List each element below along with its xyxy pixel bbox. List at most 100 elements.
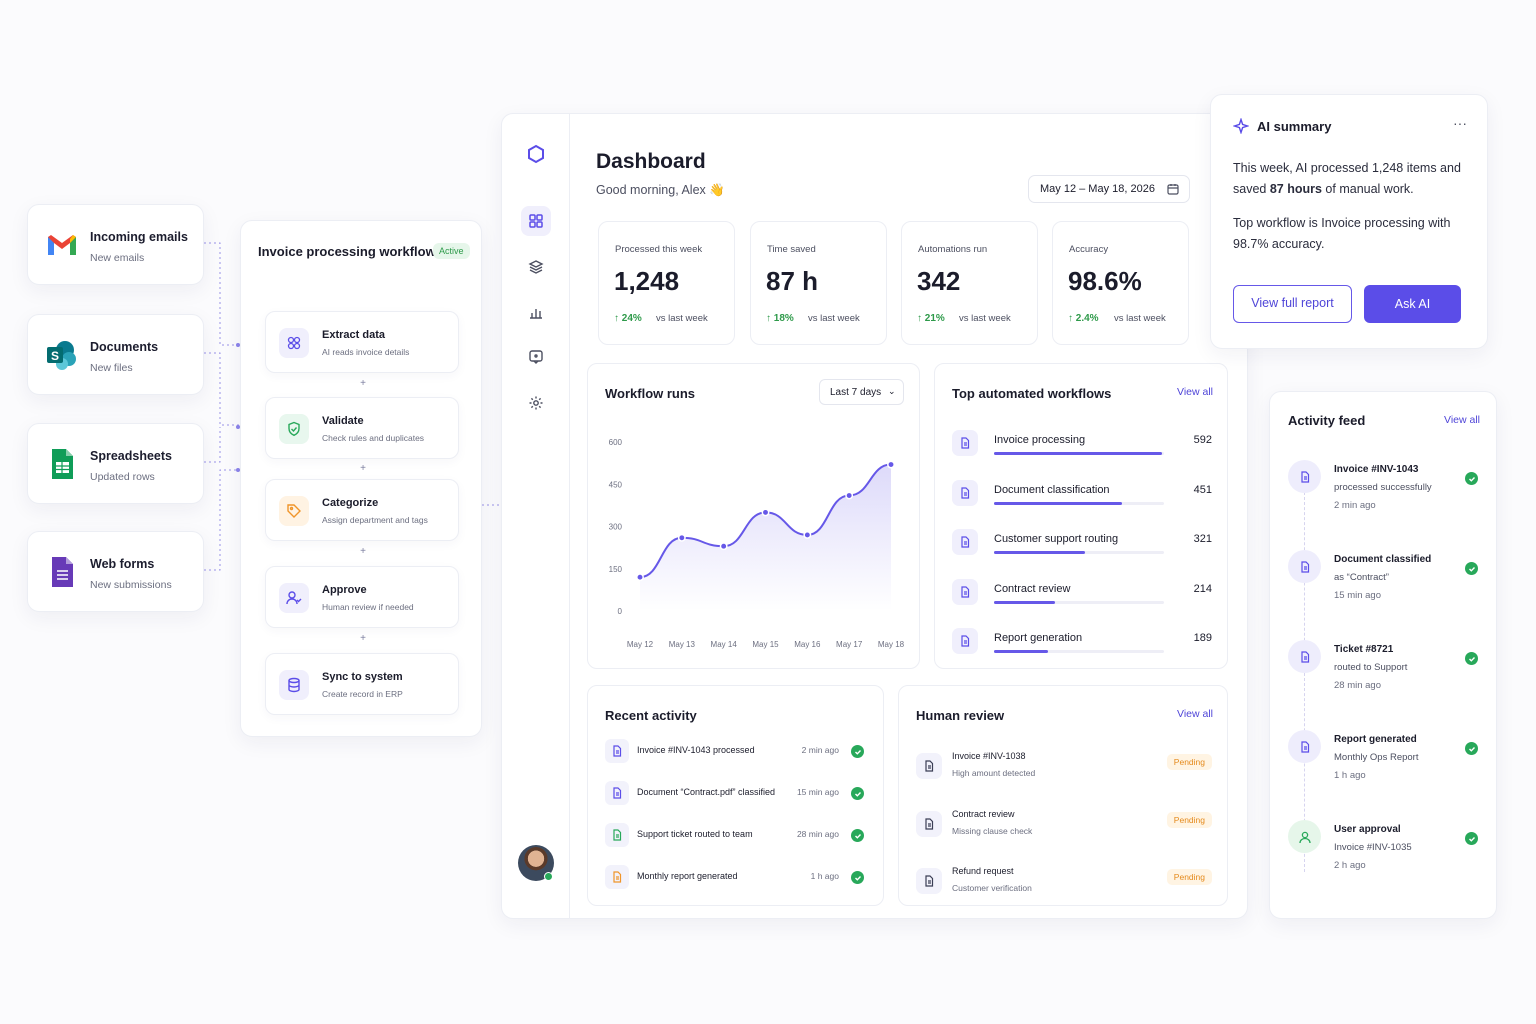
add-step-icon[interactable]: + bbox=[360, 546, 366, 557]
feed-detail: Monthly Ops Report bbox=[1334, 752, 1419, 763]
feed-item[interactable]: Ticket #8721 routed to Support 28 min ago bbox=[1288, 640, 1488, 716]
view-all-link[interactable]: View all bbox=[1177, 386, 1213, 398]
y-tick-label: 150 bbox=[609, 565, 623, 574]
x-tick-label: May 14 bbox=[711, 640, 738, 649]
source-spreadsheets[interactable]: Spreadsheets Updated rows bbox=[27, 423, 204, 504]
add-step-icon[interactable]: + bbox=[360, 378, 366, 389]
activity-row[interactable]: Monthly report generated 1 h ago bbox=[605, 865, 867, 889]
workflow-row[interactable]: Customer support routing 321 bbox=[952, 525, 1212, 565]
workflow-row[interactable]: Document classification 451 bbox=[952, 476, 1212, 516]
workflow-count: 189 bbox=[1193, 632, 1212, 644]
feed-time: 2 min ago bbox=[1334, 500, 1376, 511]
feed-item[interactable]: Document classified as “Contract” 15 min a… bbox=[1288, 550, 1488, 626]
source-documents[interactable]: S Documents New files bbox=[27, 314, 204, 395]
add-step-icon[interactable]: + bbox=[360, 463, 366, 474]
workflow-row[interactable]: Contract review 214 bbox=[952, 575, 1212, 615]
source-subtitle: Updated rows bbox=[90, 471, 155, 483]
workflow-step-extract[interactable]: Extract data AI reads invoice details bbox=[265, 311, 459, 373]
source-title: Incoming emails bbox=[90, 230, 188, 244]
activity-row[interactable]: Document “Contract.pdf” classified 15 min… bbox=[605, 781, 867, 805]
workflow-step-validate[interactable]: Validate Check rules and duplicates bbox=[265, 397, 459, 459]
workflow-row[interactable]: Invoice processing 592 bbox=[952, 426, 1212, 466]
workflow-icon bbox=[952, 578, 978, 605]
add-step-icon[interactable]: + bbox=[360, 633, 366, 644]
step-subtitle: Human review if needed bbox=[322, 602, 414, 612]
area-fill bbox=[640, 464, 891, 611]
settings-icon[interactable] bbox=[521, 388, 551, 418]
range-dropdown[interactable]: Last 7 days ⌄ bbox=[819, 379, 904, 405]
kpi-processed: Processed this week 1,248 ↑ 24% vs last … bbox=[598, 221, 735, 345]
activity-icon bbox=[605, 739, 629, 763]
layers-icon[interactable] bbox=[521, 252, 551, 282]
feed-item[interactable]: Report generated Monthly Ops Report 1 h ag… bbox=[1288, 730, 1488, 806]
x-tick-label: May 12 bbox=[627, 640, 654, 649]
section-title: Recent activity bbox=[605, 708, 697, 723]
workflow-count: 321 bbox=[1193, 533, 1212, 545]
page-title: Dashboard bbox=[596, 150, 706, 173]
gmail-icon bbox=[48, 235, 76, 255]
review-row[interactable]: Contract review Missing clause check Pendi… bbox=[916, 807, 1212, 847]
workflow-step-sync[interactable]: Sync to system Create record in ERP bbox=[265, 653, 459, 715]
feed-title: Document classified bbox=[1334, 554, 1432, 565]
data-point bbox=[677, 533, 686, 542]
step-title: Validate bbox=[322, 415, 364, 427]
analytics-icon[interactable] bbox=[521, 297, 551, 327]
svg-text:S: S bbox=[51, 349, 59, 363]
view-all-link[interactable]: View all bbox=[1444, 414, 1480, 426]
workflow-title: Invoice processing workflow bbox=[258, 244, 436, 259]
date-range-picker[interactable]: May 12 – May 18, 2026 bbox=[1028, 175, 1190, 203]
logo-icon[interactable] bbox=[521, 139, 551, 169]
source-incoming-emails[interactable]: Incoming emails New emails bbox=[27, 204, 204, 285]
activity-row[interactable]: Invoice #INV-1043 processed 2 min ago bbox=[605, 739, 867, 763]
source-web-forms[interactable]: Web forms New submissions bbox=[27, 531, 204, 612]
kpi-delta: ↑ 18% bbox=[766, 313, 794, 324]
feed-item[interactable]: Invoice #INV-1043 processed successfully 2… bbox=[1288, 460, 1488, 536]
user-check-icon bbox=[279, 583, 309, 613]
workflow-bar-track bbox=[994, 600, 1164, 604]
workflow-row[interactable]: Report generation 189 bbox=[952, 624, 1212, 664]
workflow-step-approve[interactable]: Approve Human review if needed bbox=[265, 566, 459, 628]
activity-feed-card: Activity feed View all Invoice #INV-1043… bbox=[1269, 391, 1497, 919]
review-title: Refund request bbox=[952, 866, 1014, 876]
feed-item[interactable]: User approval Invoice #INV-1035 2 h ago bbox=[1288, 820, 1488, 896]
chevron-down-icon: ⌄ bbox=[888, 386, 896, 396]
step-subtitle: Assign department and tags bbox=[322, 515, 428, 525]
source-title: Spreadsheets bbox=[90, 449, 172, 463]
sharepoint-icon: S bbox=[47, 341, 76, 370]
activity-icon bbox=[605, 865, 629, 889]
workflow-icon bbox=[952, 479, 978, 506]
online-status-dot bbox=[544, 872, 553, 881]
review-row[interactable]: Invoice #INV-1038 High amount detected Pen… bbox=[916, 749, 1212, 789]
grid-icon[interactable] bbox=[521, 206, 551, 236]
feed-title: Ticket #8721 bbox=[1334, 644, 1394, 655]
workflow-name: Report generation bbox=[994, 632, 1083, 644]
workflow-count: 592 bbox=[1193, 434, 1212, 446]
document-icon bbox=[1288, 460, 1321, 493]
review-subtitle: Missing clause check bbox=[952, 825, 1033, 836]
step-title: Approve bbox=[322, 584, 367, 596]
status-badge: Active bbox=[433, 243, 470, 259]
section-title: Human review bbox=[916, 708, 1005, 723]
workflow-bar bbox=[994, 501, 1122, 505]
message-icon[interactable] bbox=[521, 342, 551, 372]
view-all-link[interactable]: View all bbox=[1177, 708, 1213, 720]
check-icon bbox=[851, 745, 864, 758]
kpi-compare: vs last week bbox=[1114, 313, 1166, 324]
workflow-name: Document classification bbox=[994, 483, 1110, 496]
view-full-report-button[interactable]: View full report bbox=[1233, 285, 1352, 323]
feed-detail: as “Contract” bbox=[1334, 572, 1389, 583]
activity-row[interactable]: Support ticket routed to team 28 min ago bbox=[605, 823, 867, 847]
check-icon bbox=[851, 787, 864, 800]
ai-summary-card: AI summary ··· This week, AI processed 1… bbox=[1210, 94, 1488, 349]
step-subtitle: AI reads invoice details bbox=[322, 347, 410, 357]
review-icon bbox=[916, 753, 942, 779]
feed-time: 2 h ago bbox=[1334, 860, 1366, 871]
y-tick-label: 450 bbox=[609, 480, 623, 489]
more-options-icon[interactable]: ··· bbox=[1453, 115, 1467, 131]
review-row[interactable]: Refund request Customer verification Pendi… bbox=[916, 864, 1212, 904]
step-subtitle: Create record in ERP bbox=[322, 689, 403, 699]
workflow-step-categorize[interactable]: Categorize Assign department and tags bbox=[265, 479, 459, 541]
ask-ai-button[interactable]: Ask AI bbox=[1364, 285, 1461, 323]
range-dropdown-label: Last 7 days bbox=[830, 387, 882, 398]
source-subtitle: New files bbox=[90, 362, 133, 374]
